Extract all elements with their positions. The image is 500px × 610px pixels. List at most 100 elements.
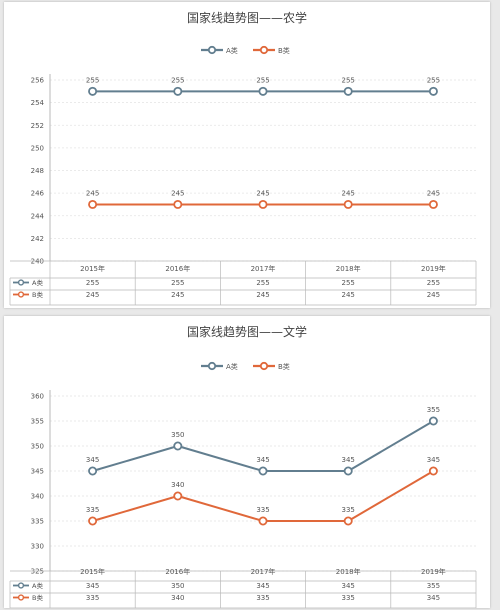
data-label-b: 335: [256, 506, 269, 514]
table-cell-b: 335: [342, 594, 355, 602]
table-legend-marker-a: [17, 279, 25, 286]
data-point-b: [173, 199, 183, 209]
y-tick-label: 254: [31, 99, 45, 107]
table-legend-marker-b: [17, 594, 25, 601]
data-label-b: 340: [171, 481, 184, 489]
table-cell-a: 255: [256, 279, 269, 287]
table-cell-b: 245: [427, 291, 440, 299]
chart-title: 国家线趋势图——农学: [187, 10, 307, 25]
data-label-b: 335: [342, 506, 355, 514]
chart-literature: 国家线趋势图——文学 A类 B类 325 330 335 340 345 350 355 360 20…: [9, 324, 477, 608]
table-cell-a: 355: [427, 582, 440, 590]
chart-title: 国家线趋势图——文学: [187, 324, 307, 339]
table-cell-b: 340: [171, 594, 184, 602]
data-point-a: [343, 86, 353, 96]
y-tick-label: 242: [31, 235, 44, 243]
legend-label: A类: [226, 362, 238, 371]
x-tick-label: 2016年: [165, 264, 190, 273]
table-cell-a: 345: [86, 582, 99, 590]
table-cell-b: 245: [171, 291, 184, 299]
data-point-a: [428, 416, 438, 426]
data-label-b: 335: [86, 506, 99, 514]
x-tick-label: 2019年: [421, 264, 446, 273]
legend-marker-a: [207, 361, 217, 371]
x-tick-label: 2018年: [336, 264, 361, 273]
y-tick-label: 240: [31, 258, 44, 266]
data-label-b: 245: [342, 189, 355, 197]
y-tick-label: 252: [31, 122, 44, 130]
x-tick-label: 2015年: [80, 264, 105, 273]
data-point-a: [173, 441, 183, 451]
y-tick-label: 248: [31, 167, 44, 175]
y-tick-label: 246: [31, 190, 45, 198]
data-label-a: 255: [171, 76, 184, 84]
table-cell-a: 350: [171, 582, 184, 590]
table-cell-b: 345: [427, 594, 440, 602]
data-point-b: [428, 199, 438, 209]
data-label-a: 350: [171, 431, 184, 439]
y-tick-label: 350: [31, 443, 44, 451]
table-cell-a: 255: [171, 279, 184, 287]
table-series-name: B类: [32, 290, 43, 299]
data-label-b: 245: [171, 189, 184, 197]
data-point-b: [258, 199, 268, 209]
data-point-b: [343, 199, 353, 209]
y-tick-label: 335: [31, 518, 44, 526]
data-point-a: [88, 466, 98, 476]
data-point-b: [428, 466, 438, 476]
data-label-a: 255: [256, 76, 269, 84]
data-point-b: [173, 491, 183, 501]
data-label-a: 345: [342, 456, 355, 464]
table-cell-b: 335: [256, 594, 269, 602]
table-legend-marker-a: [17, 582, 25, 589]
y-tick-label: 256: [31, 77, 45, 85]
data-point-b: [88, 199, 98, 209]
x-tick-label: 2016年: [165, 567, 190, 576]
table-cell-a: 345: [342, 582, 355, 590]
legend-marker-b: [259, 361, 269, 371]
legend-marker-a: [207, 45, 217, 55]
data-label-a: 355: [427, 406, 440, 414]
data-label-a: 255: [427, 76, 440, 84]
data-label-b: 345: [427, 456, 440, 464]
table-cell-b: 245: [342, 291, 355, 299]
data-point-a: [258, 86, 268, 96]
data-point-b: [258, 516, 268, 526]
chart-panel-literature: 国家线趋势图——文学 A类 B类 325 330 335 340 345 350 355 360 20…: [4, 316, 490, 608]
y-tick-label: 340: [31, 493, 44, 501]
table-cell-a: 255: [86, 279, 99, 287]
table-cell-a: 255: [427, 279, 440, 287]
y-tick-label: 325: [31, 568, 44, 576]
legend-label: A类: [226, 46, 238, 55]
table-series-name: A类: [32, 581, 43, 590]
x-tick-label: 2017年: [251, 264, 276, 273]
data-point-a: [88, 86, 98, 96]
table-series-name: A类: [32, 278, 43, 287]
x-tick-label: 2018年: [336, 567, 361, 576]
table-series-name: B类: [32, 593, 43, 602]
chart-agriculture: 国家线趋势图——农学 A类 B类 240 242 244 246 248 250 252 254 25…: [9, 10, 477, 306]
table-cell-b: 245: [86, 291, 99, 299]
data-label-a: 345: [86, 456, 99, 464]
table-cell-a: 345: [256, 582, 269, 590]
data-point-a: [258, 466, 268, 476]
data-label-b: 245: [86, 189, 99, 197]
y-tick-label: 345: [31, 468, 44, 476]
x-tick-label: 2019年: [421, 567, 446, 576]
data-label-b: 245: [427, 189, 440, 197]
table-cell-b: 245: [256, 291, 269, 299]
data-point-a: [343, 466, 353, 476]
legend-label: B类: [278, 46, 290, 55]
y-tick-label: 250: [31, 144, 44, 152]
y-tick-label: 355: [31, 418, 44, 426]
table-cell-a: 255: [342, 279, 355, 287]
y-tick-label: 360: [31, 393, 44, 401]
y-tick-label: 330: [31, 543, 44, 551]
legend-label: B类: [278, 362, 290, 371]
legend-marker-b: [259, 45, 269, 55]
data-point-a: [428, 86, 438, 96]
data-point-b: [88, 516, 98, 526]
y-tick-label: 244: [31, 212, 45, 220]
data-label-a: 255: [342, 76, 355, 84]
table-legend-marker-b: [17, 291, 25, 298]
